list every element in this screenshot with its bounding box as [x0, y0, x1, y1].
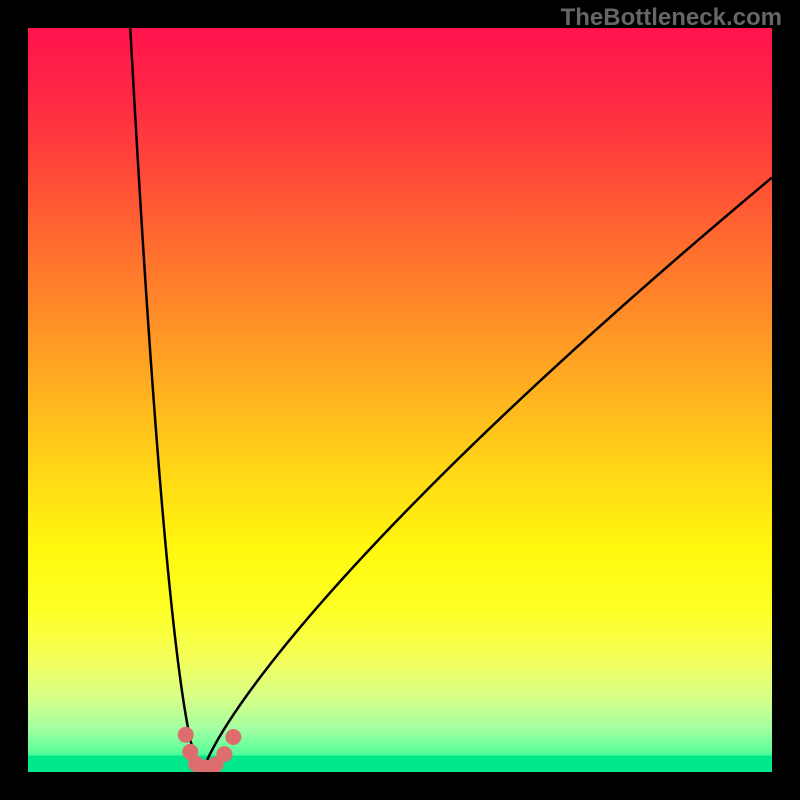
data-marker — [178, 727, 194, 743]
plot-area — [28, 28, 772, 772]
plot-svg — [28, 28, 772, 772]
bottleneck-green-band — [28, 756, 772, 772]
chart-frame: TheBottleneck.com — [0, 0, 800, 800]
watermark-text: TheBottleneck.com — [561, 4, 782, 32]
bottleneck-curve — [64, 28, 772, 772]
data-marker — [225, 729, 241, 745]
data-marker — [216, 746, 232, 762]
